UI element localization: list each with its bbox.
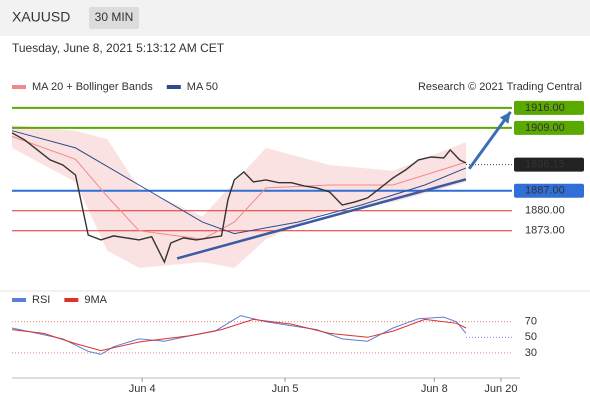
legend-label: 9MA	[84, 294, 107, 306]
bollinger-band	[12, 125, 466, 268]
price-line	[11, 132, 467, 264]
y-tick-label: 30	[525, 347, 537, 359]
x-tick-label: Jun 8	[421, 383, 448, 395]
arrow-head	[499, 111, 511, 124]
legend-swatch	[166, 85, 181, 89]
legend-note: Research © 2021 Trading Central	[418, 81, 582, 93]
level-box	[514, 183, 584, 198]
timeframe: 30 MIN	[95, 10, 134, 24]
x-tick-label: Jun 20	[484, 383, 517, 395]
level-box	[514, 120, 584, 135]
level-label: 1880.00	[525, 205, 565, 217]
series-line	[11, 130, 467, 235]
datetime: Tuesday, June 8, 2021 5:13:12 AM CET	[12, 41, 225, 55]
x-tick-label: Jun 5	[272, 383, 299, 395]
level-label: 1909.00	[525, 122, 565, 134]
series-line	[11, 135, 467, 240]
timeframe-badge	[89, 7, 139, 29]
legend-label: RSI	[32, 294, 50, 306]
y-tick-label: 70	[525, 316, 537, 328]
projection-arrow	[467, 111, 512, 170]
series-line	[11, 318, 467, 352]
level-label: 1887.00	[525, 185, 565, 197]
level-box	[514, 100, 584, 115]
current-box	[514, 157, 584, 172]
legend-swatch	[12, 298, 26, 302]
header-bar	[0, 0, 590, 36]
current-label: 1896.15	[525, 158, 565, 170]
y-tick-label: 50	[525, 331, 537, 343]
series-line	[11, 315, 467, 355]
x-tick-label: Jun 4	[129, 383, 156, 395]
legend-label: MA 50	[187, 81, 218, 93]
level-label: 1916.00	[525, 102, 565, 114]
trendline	[176, 178, 467, 260]
legend-swatch	[12, 85, 26, 89]
level-label: 1873.00	[525, 225, 565, 237]
legend-label: MA 20 + Bollinger Bands	[32, 81, 153, 93]
symbol: XAUUSD	[12, 9, 70, 25]
legend-swatch	[64, 298, 79, 302]
